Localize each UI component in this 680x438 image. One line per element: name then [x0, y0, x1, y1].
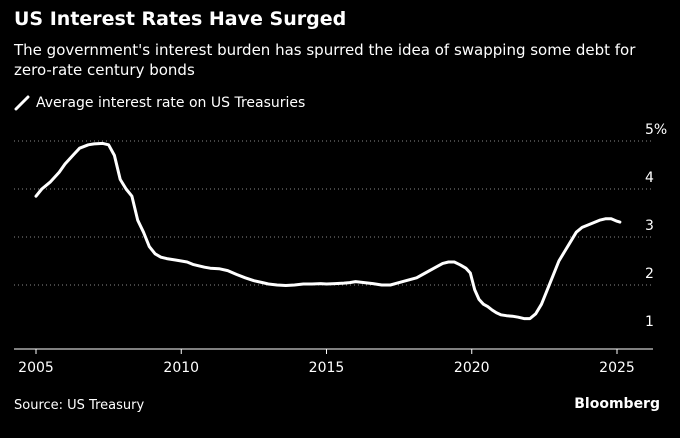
- x-tick-label: 2010: [163, 360, 199, 376]
- y-axis: 1 2 3 4 5%: [645, 122, 667, 330]
- y-tick-label: 4: [645, 170, 654, 186]
- y-tick-label: 1: [645, 314, 654, 330]
- legend: Average interest rate on US Treasuries: [14, 95, 305, 111]
- legend-label: Average interest rate on US Treasuries: [36, 95, 306, 111]
- y-tick-label: 3: [645, 218, 654, 234]
- x-tick-label: 2015: [309, 360, 345, 376]
- x-axis: 2005 2010 2015 2020 2025: [14, 348, 653, 376]
- y-tick-label: 2: [645, 266, 654, 282]
- brand-logo: Bloomberg: [574, 396, 660, 412]
- x-tick-label: 2020: [454, 360, 490, 376]
- x-tick-label: 2025: [599, 360, 635, 376]
- legend-line-swatch-icon: [14, 95, 30, 111]
- chart-subtitle: The government's interest burden has spu…: [14, 41, 636, 79]
- source-note: Source: US Treasury: [14, 398, 145, 413]
- grid-lines: [14, 140, 653, 286]
- chart-title: US Interest Rates Have Surged: [14, 8, 347, 30]
- y-tick-label: 5%: [645, 122, 667, 138]
- series-layer: [34, 141, 622, 321]
- x-tick-label: 2005: [18, 360, 54, 376]
- series-line-treasury-rate: [34, 141, 622, 321]
